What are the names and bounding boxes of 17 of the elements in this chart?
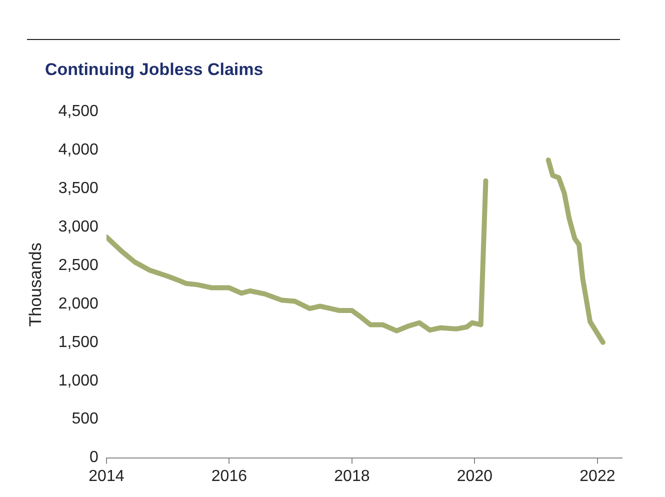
chart-title: Continuing Jobless Claims	[45, 60, 264, 80]
y-tick-label: 4,500	[58, 103, 99, 120]
y-tick-label: 2,500	[58, 256, 99, 274]
x-tick-label: 2016	[211, 468, 248, 485]
y-tick-label: 2,000	[58, 295, 99, 312]
x-tick-label: 2022	[580, 468, 616, 485]
x-tick-label: 2020	[456, 468, 493, 485]
y-tick-label: 1,500	[58, 334, 99, 351]
x-tick-label: 2018	[334, 468, 370, 485]
x-tick-label: 2014	[88, 468, 124, 485]
y-tick-label: 0	[90, 449, 99, 466]
y-tick-label: 1,000	[58, 372, 99, 390]
y-tick-label: 3,500	[58, 180, 99, 197]
y-axis-title: Thousands	[26, 242, 45, 327]
y-tick-label: 500	[72, 410, 99, 428]
y-tick-label: 3,000	[58, 218, 99, 236]
y-tick-label: 4,000	[58, 141, 99, 158]
